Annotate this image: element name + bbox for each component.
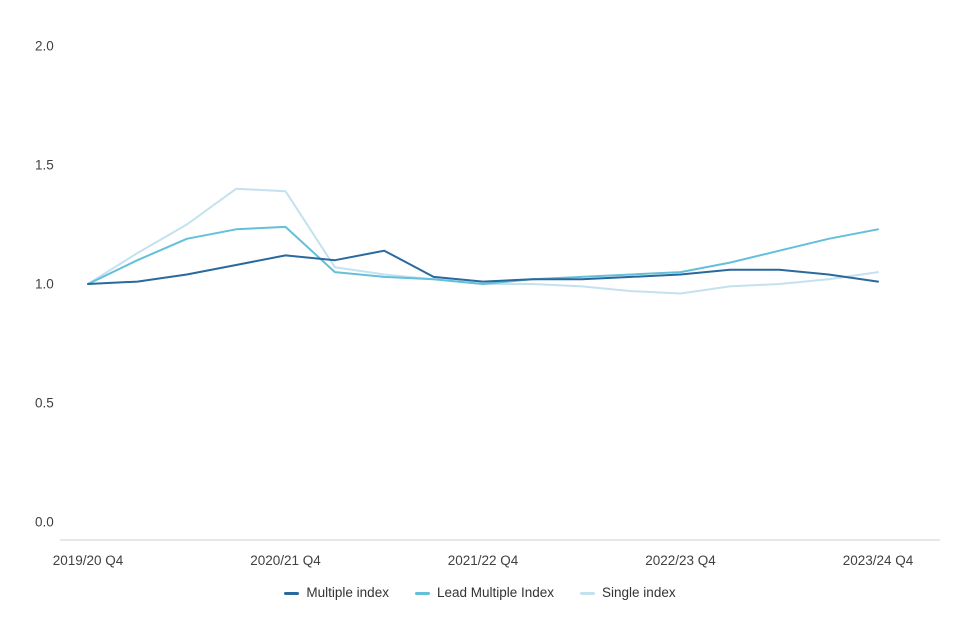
series-line (87, 249, 879, 285)
series-line (87, 225, 879, 285)
x-axis-tick-label: 2023/24 Q4 (843, 553, 914, 568)
legend-item-lead-multiple-index: Lead Multiple Index (414, 584, 555, 602)
x-axis-tick-label: 2020/21 Q4 (250, 553, 321, 568)
legend-swatch-lead-multiple-index (414, 591, 430, 595)
x-axis-tick-label: 2019/20 Q4 (53, 553, 124, 568)
legend-item-single-index: Single index (580, 584, 676, 602)
y-axis-tick-label: 0.0 (35, 515, 54, 530)
y-axis-tick-label: 2.0 (35, 39, 54, 54)
x-axis-tick-label: 2021/22 Q4 (448, 553, 519, 568)
legend-label-lead-multiple-index: Lead Multiple Index (436, 585, 555, 600)
legend-label-single-index: Single index (602, 585, 676, 600)
line-chart: 0.0 0.5 1.0 1.5 2.0 2019/20 Q4 2020/21 Q4 2021/… (35, 39, 940, 568)
y-axis-tick-label: 0.5 (35, 396, 54, 411)
series-line (87, 187, 879, 295)
chart-legend: Multiple index Lead Multiple Index Singl… (0, 584, 960, 602)
y-axis-tick-label: 1.0 (35, 277, 54, 292)
legend-item-multiple-index: Multiple index (284, 584, 389, 602)
legend-label-multiple-index: Multiple index (306, 585, 389, 600)
legend-swatch-single-index (580, 591, 596, 595)
legend-swatch-multiple-index (284, 591, 300, 595)
x-axis-tick-label: 2022/23 Q4 (645, 553, 716, 568)
y-axis-tick-label: 1.5 (35, 158, 54, 173)
